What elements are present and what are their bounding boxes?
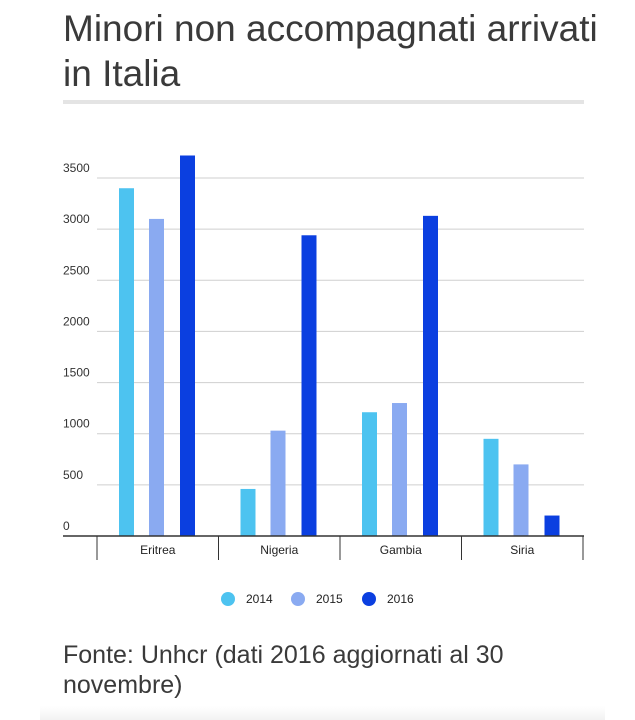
y-tick-label: 0 <box>63 519 70 533</box>
x-category-label: Eritrea <box>140 543 176 557</box>
bar-chart: 0 500 1000 1500 2000 2500 3000 3500 Eritrea Nige… <box>63 155 584 606</box>
y-tick-label: 2500 <box>63 263 90 277</box>
bar-nigeria-2016 <box>301 235 317 536</box>
title-divider <box>63 100 584 104</box>
legend: 2014 2015 2016 <box>221 592 414 606</box>
y-tick-label: 500 <box>63 468 83 482</box>
bar-eritrea-2016 <box>180 155 195 537</box>
y-tick-label: 1500 <box>63 366 90 380</box>
bar-siria-2016 <box>544 515 560 536</box>
legend-label: 2014 <box>246 592 273 606</box>
bars <box>119 155 560 537</box>
y-tick-label: 1000 <box>63 417 90 431</box>
legend-label: 2016 <box>387 592 414 606</box>
legend-label: 2015 <box>316 592 343 606</box>
bar-nigeria-2015 <box>270 430 286 536</box>
source-note: Fonte: Unhcr (dati 2016 aggiornati al 30… <box>63 641 504 699</box>
chart-title: Minori non accompagnati arrivati in Ital… <box>63 8 598 94</box>
bar-eritrea-2014 <box>119 188 134 536</box>
x-category-label: Nigeria <box>260 543 298 557</box>
y-tick-label: 3500 <box>63 161 90 175</box>
bar-gambia-2014 <box>362 412 377 536</box>
y-axis-ticks: 0 500 1000 1500 2000 2500 3000 3500 <box>63 161 90 533</box>
y-tick-label: 3000 <box>63 212 90 226</box>
bar-eritrea-2015 <box>149 218 164 536</box>
legend-swatch <box>221 592 235 606</box>
bar-nigeria-2014 <box>240 488 256 536</box>
legend-swatch <box>291 592 305 606</box>
bar-siria-2015 <box>513 464 529 536</box>
x-axis: Eritrea Nigeria Gambia Siria <box>63 535 584 560</box>
x-category-label: Siria <box>510 543 534 557</box>
x-category-label: Gambia <box>380 543 422 557</box>
y-tick-label: 2000 <box>63 314 90 328</box>
legend-swatch <box>362 592 376 606</box>
bottom-shadow <box>40 706 605 720</box>
bar-gambia-2016 <box>423 215 438 536</box>
gridlines <box>97 177 584 486</box>
bar-siria-2014 <box>483 438 499 536</box>
bar-gambia-2015 <box>392 403 407 536</box>
